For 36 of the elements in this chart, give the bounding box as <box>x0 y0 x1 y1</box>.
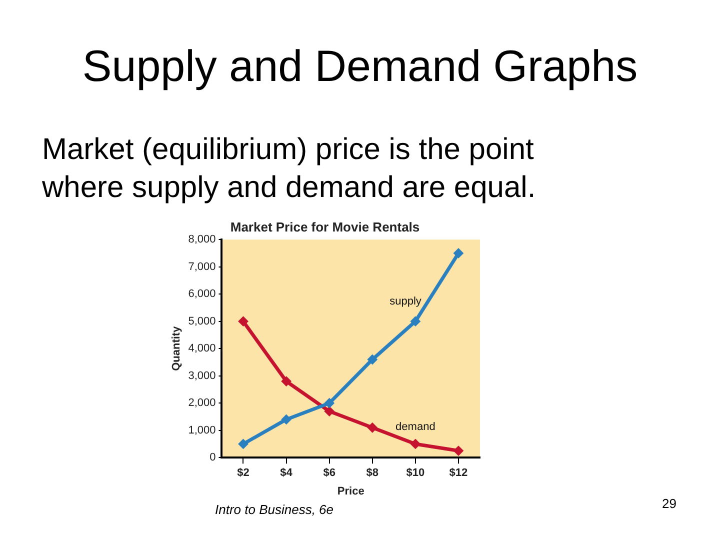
y-tick-label: 2,000 <box>188 397 216 410</box>
point <box>410 438 420 449</box>
point <box>324 406 334 416</box>
x-tick-label: $10 <box>406 467 425 480</box>
y-tick-label: 5,000 <box>188 315 216 328</box>
point <box>367 422 378 433</box>
text: Market Price for Movie Rentals <box>230 219 420 234</box>
y-axis-title: Quantity <box>170 325 183 371</box>
y-tick-label: 1,000 <box>188 424 216 436</box>
point <box>367 354 378 364</box>
y-tick-label: 7,000 <box>188 260 216 273</box>
point <box>453 248 464 258</box>
y-tick-label: 6,000 <box>188 288 216 300</box>
y-tick-label: 4,000 <box>188 342 216 355</box>
series-label: supply <box>390 295 422 308</box>
point <box>410 316 420 326</box>
y-tick-label: 8,000 <box>188 234 216 246</box>
series-label: demand <box>396 421 436 434</box>
x-axis-title: Price <box>337 485 364 498</box>
chart-title: Supply and Demand Graphs <box>81 42 639 92</box>
point <box>238 316 248 326</box>
chart-subtitle: Market (equilibrium) price is the point where supply and demand are equal. <box>42 132 537 206</box>
x-tick-label: $2 <box>237 467 250 480</box>
text: Intro to Business, 6e <box>215 502 334 517</box>
x-tick-label: $6 <box>323 467 336 480</box>
x-tick-label: $4 <box>280 467 294 480</box>
y-tick-label: 3,000 <box>188 370 216 382</box>
text: 29 <box>662 496 676 511</box>
point <box>281 414 292 424</box>
x-tick-label: $12 <box>449 467 468 480</box>
y-tick-label: 0 <box>210 452 216 464</box>
point <box>238 438 248 449</box>
point <box>453 446 464 456</box>
point <box>324 398 334 408</box>
point <box>281 376 292 386</box>
x-tick-label: $8 <box>366 467 379 480</box>
